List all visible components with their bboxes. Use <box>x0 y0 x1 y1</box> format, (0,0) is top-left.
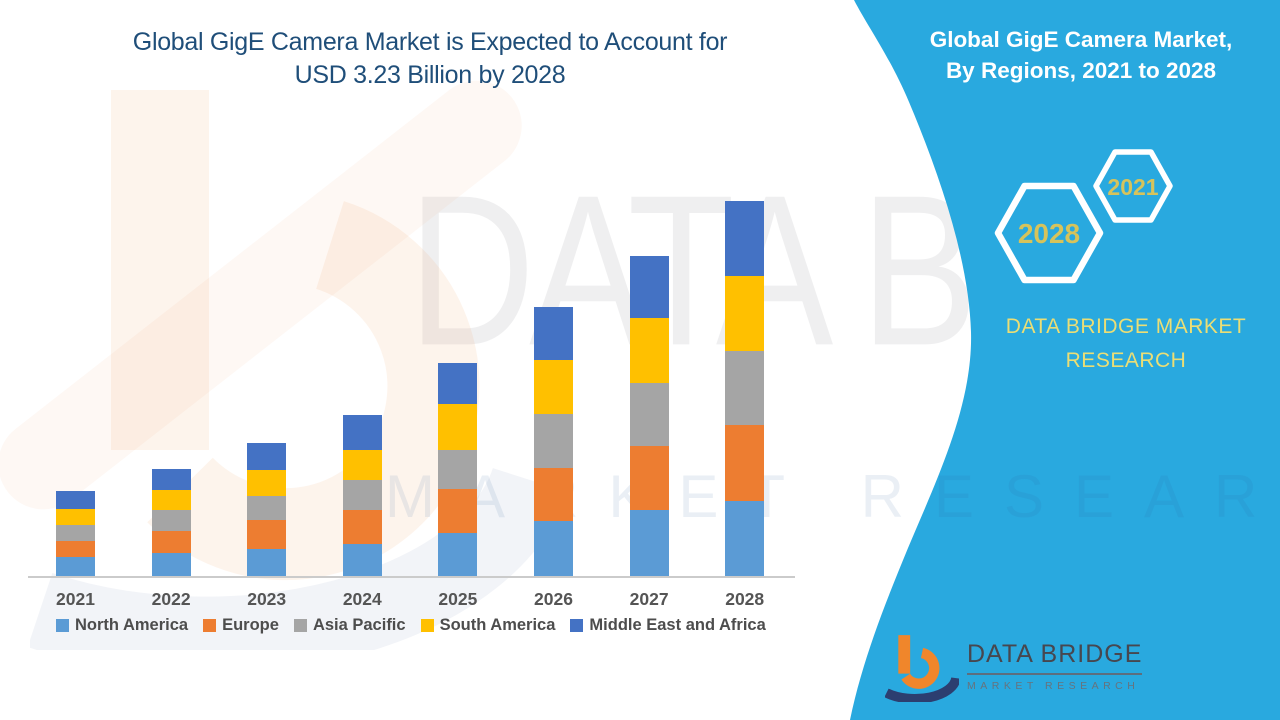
hexagon-2028-label: 2028 <box>1018 218 1080 249</box>
bar-segment-2028-middle-east-and-africa <box>725 201 765 276</box>
bar-segment-2028-north-america <box>725 500 765 576</box>
legend-swatch-icon <box>570 619 584 632</box>
bar-segment-2021-asia-pacific <box>56 524 95 542</box>
bar-segment-2024-south-america <box>342 449 382 480</box>
legend-item-europe: Europe <box>203 616 279 635</box>
bar-segment-2025-asia-pacific <box>438 449 478 489</box>
legend-swatch-icon <box>203 619 217 632</box>
bar-segment-2026-middle-east-and-africa <box>534 306 573 361</box>
bar-segment-2027-south-america <box>629 318 669 384</box>
x-axis-label-2028: 2028 <box>725 589 765 609</box>
logo-sub-text: MARKET RESEARCH <box>967 680 1140 692</box>
bar-segment-2023-europe <box>247 520 287 550</box>
bar-segment-2027-asia-pacific <box>629 383 669 447</box>
page-title-line1: Global GigE Camera Market is Expected to… <box>132 28 728 56</box>
legend-label: Middle East and Africa <box>589 616 766 634</box>
right-panel-title: Global GigE Camera Market, By Regions, 2… <box>916 24 1246 86</box>
bar-segment-2026-south-america <box>534 360 573 414</box>
bar-segment-2028-south-america <box>725 275 765 351</box>
hexagon-2021-label: 2021 <box>1107 174 1158 200</box>
page-title-line2: USD 3.23 Billion by 2028 <box>294 61 566 89</box>
x-axis-label-2026: 2026 <box>534 589 573 609</box>
hexagon-2021-shape <box>1093 149 1173 223</box>
bar-segment-2024-north-america <box>342 543 382 576</box>
bar-segment-2022-middle-east-and-africa <box>151 469 191 491</box>
x-axis-label-2023: 2023 <box>247 589 287 609</box>
bar-segment-2026-europe <box>534 468 573 522</box>
bar-segment-2028-europe <box>725 425 765 501</box>
x-axis-label-2021: 2021 <box>56 589 95 609</box>
x-axis-label-2024: 2024 <box>342 589 382 609</box>
x-axis-label-2025: 2025 <box>438 589 478 609</box>
bar-segment-2022-south-america <box>151 490 191 510</box>
bar-segment-2023-asia-pacific <box>247 495 287 521</box>
data-bridge-logo-icon <box>885 635 959 702</box>
bar-segment-2022-asia-pacific <box>151 509 191 531</box>
legend-swatch-icon <box>420 619 434 632</box>
chart-legend: North America Europe Asia Pacific South Ame… <box>56 616 766 635</box>
logo-name-text: DATA BRIDGE <box>967 640 1143 675</box>
hexagon-2028-shape <box>994 182 1104 284</box>
legend-label: Europe <box>222 616 279 634</box>
data-bridge-logo: DATA BRIDGE MARKET RESEARCH <box>885 632 1143 702</box>
brand-text: DATA BRIDGE MARKET RESEARCH <box>970 310 1280 378</box>
bar-segment-2021-north-america <box>56 557 95 576</box>
bar-segment-2024-europe <box>342 509 382 544</box>
bar-segment-2024-asia-pacific <box>342 479 382 510</box>
bar-segment-2027-europe <box>629 446 669 510</box>
legend-item-middle-east-and-africa: Middle East and Africa <box>570 616 766 635</box>
bar-segment-2027-north-america <box>629 509 669 576</box>
legend-label: Asia Pacific <box>312 616 406 634</box>
legend-label: North America <box>75 616 189 634</box>
brand-text-line1: DATA BRIDGE MARKET <box>1005 315 1247 338</box>
right-panel-title-line1: Global GigE Camera Market, <box>929 27 1233 52</box>
bar-segment-2025-middle-east-and-africa <box>438 362 478 405</box>
bar-segment-2023-middle-east-and-africa <box>247 442 287 471</box>
bar-segment-2025-north-america <box>438 533 478 576</box>
bar-segment-2027-middle-east-and-africa <box>629 255 669 319</box>
bar-segment-2022-europe <box>151 530 191 553</box>
bar-segment-2021-south-america <box>56 508 95 525</box>
bar-segment-2023-south-america <box>247 470 287 496</box>
bar-segment-2025-europe <box>438 489 478 534</box>
legend-swatch-icon <box>56 619 69 632</box>
bar-segment-2022-north-america <box>151 552 191 576</box>
legend-swatch-icon <box>293 619 307 632</box>
right-panel-title-line2: By Regions, 2021 to 2028 <box>945 58 1217 83</box>
bar-segment-2021-europe <box>56 541 95 558</box>
legend-item-north-america: North America <box>56 616 188 635</box>
x-axis-label-2022: 2022 <box>151 589 191 609</box>
bar-segment-2025-south-america <box>438 404 478 450</box>
bar-segment-2026-north-america <box>534 521 573 576</box>
bar-segment-2021-middle-east-and-africa <box>56 491 95 509</box>
bar-segment-2024-middle-east-and-africa <box>342 414 382 450</box>
chart-plot-area: 2021 2022 2023 2024 2025 2026 2027 2028 <box>56 201 765 609</box>
page-title: Global GigE Camera Market is Expected to… <box>90 26 770 92</box>
legend-item-south-america: South America <box>420 616 556 635</box>
brand-text-line2: RESEARCH <box>1065 349 1187 372</box>
bar-segment-2023-north-america <box>247 549 287 576</box>
legend-item-asia-pacific: Asia Pacific <box>293 616 406 635</box>
year-hexagons: 2028 2021 <box>994 149 1173 284</box>
bar-segment-2026-asia-pacific <box>534 413 573 469</box>
bar-segment-2028-asia-pacific <box>725 350 765 426</box>
x-axis-line <box>28 576 795 578</box>
x-axis-label-2027: 2027 <box>629 589 669 609</box>
legend-label: South America <box>439 616 556 634</box>
